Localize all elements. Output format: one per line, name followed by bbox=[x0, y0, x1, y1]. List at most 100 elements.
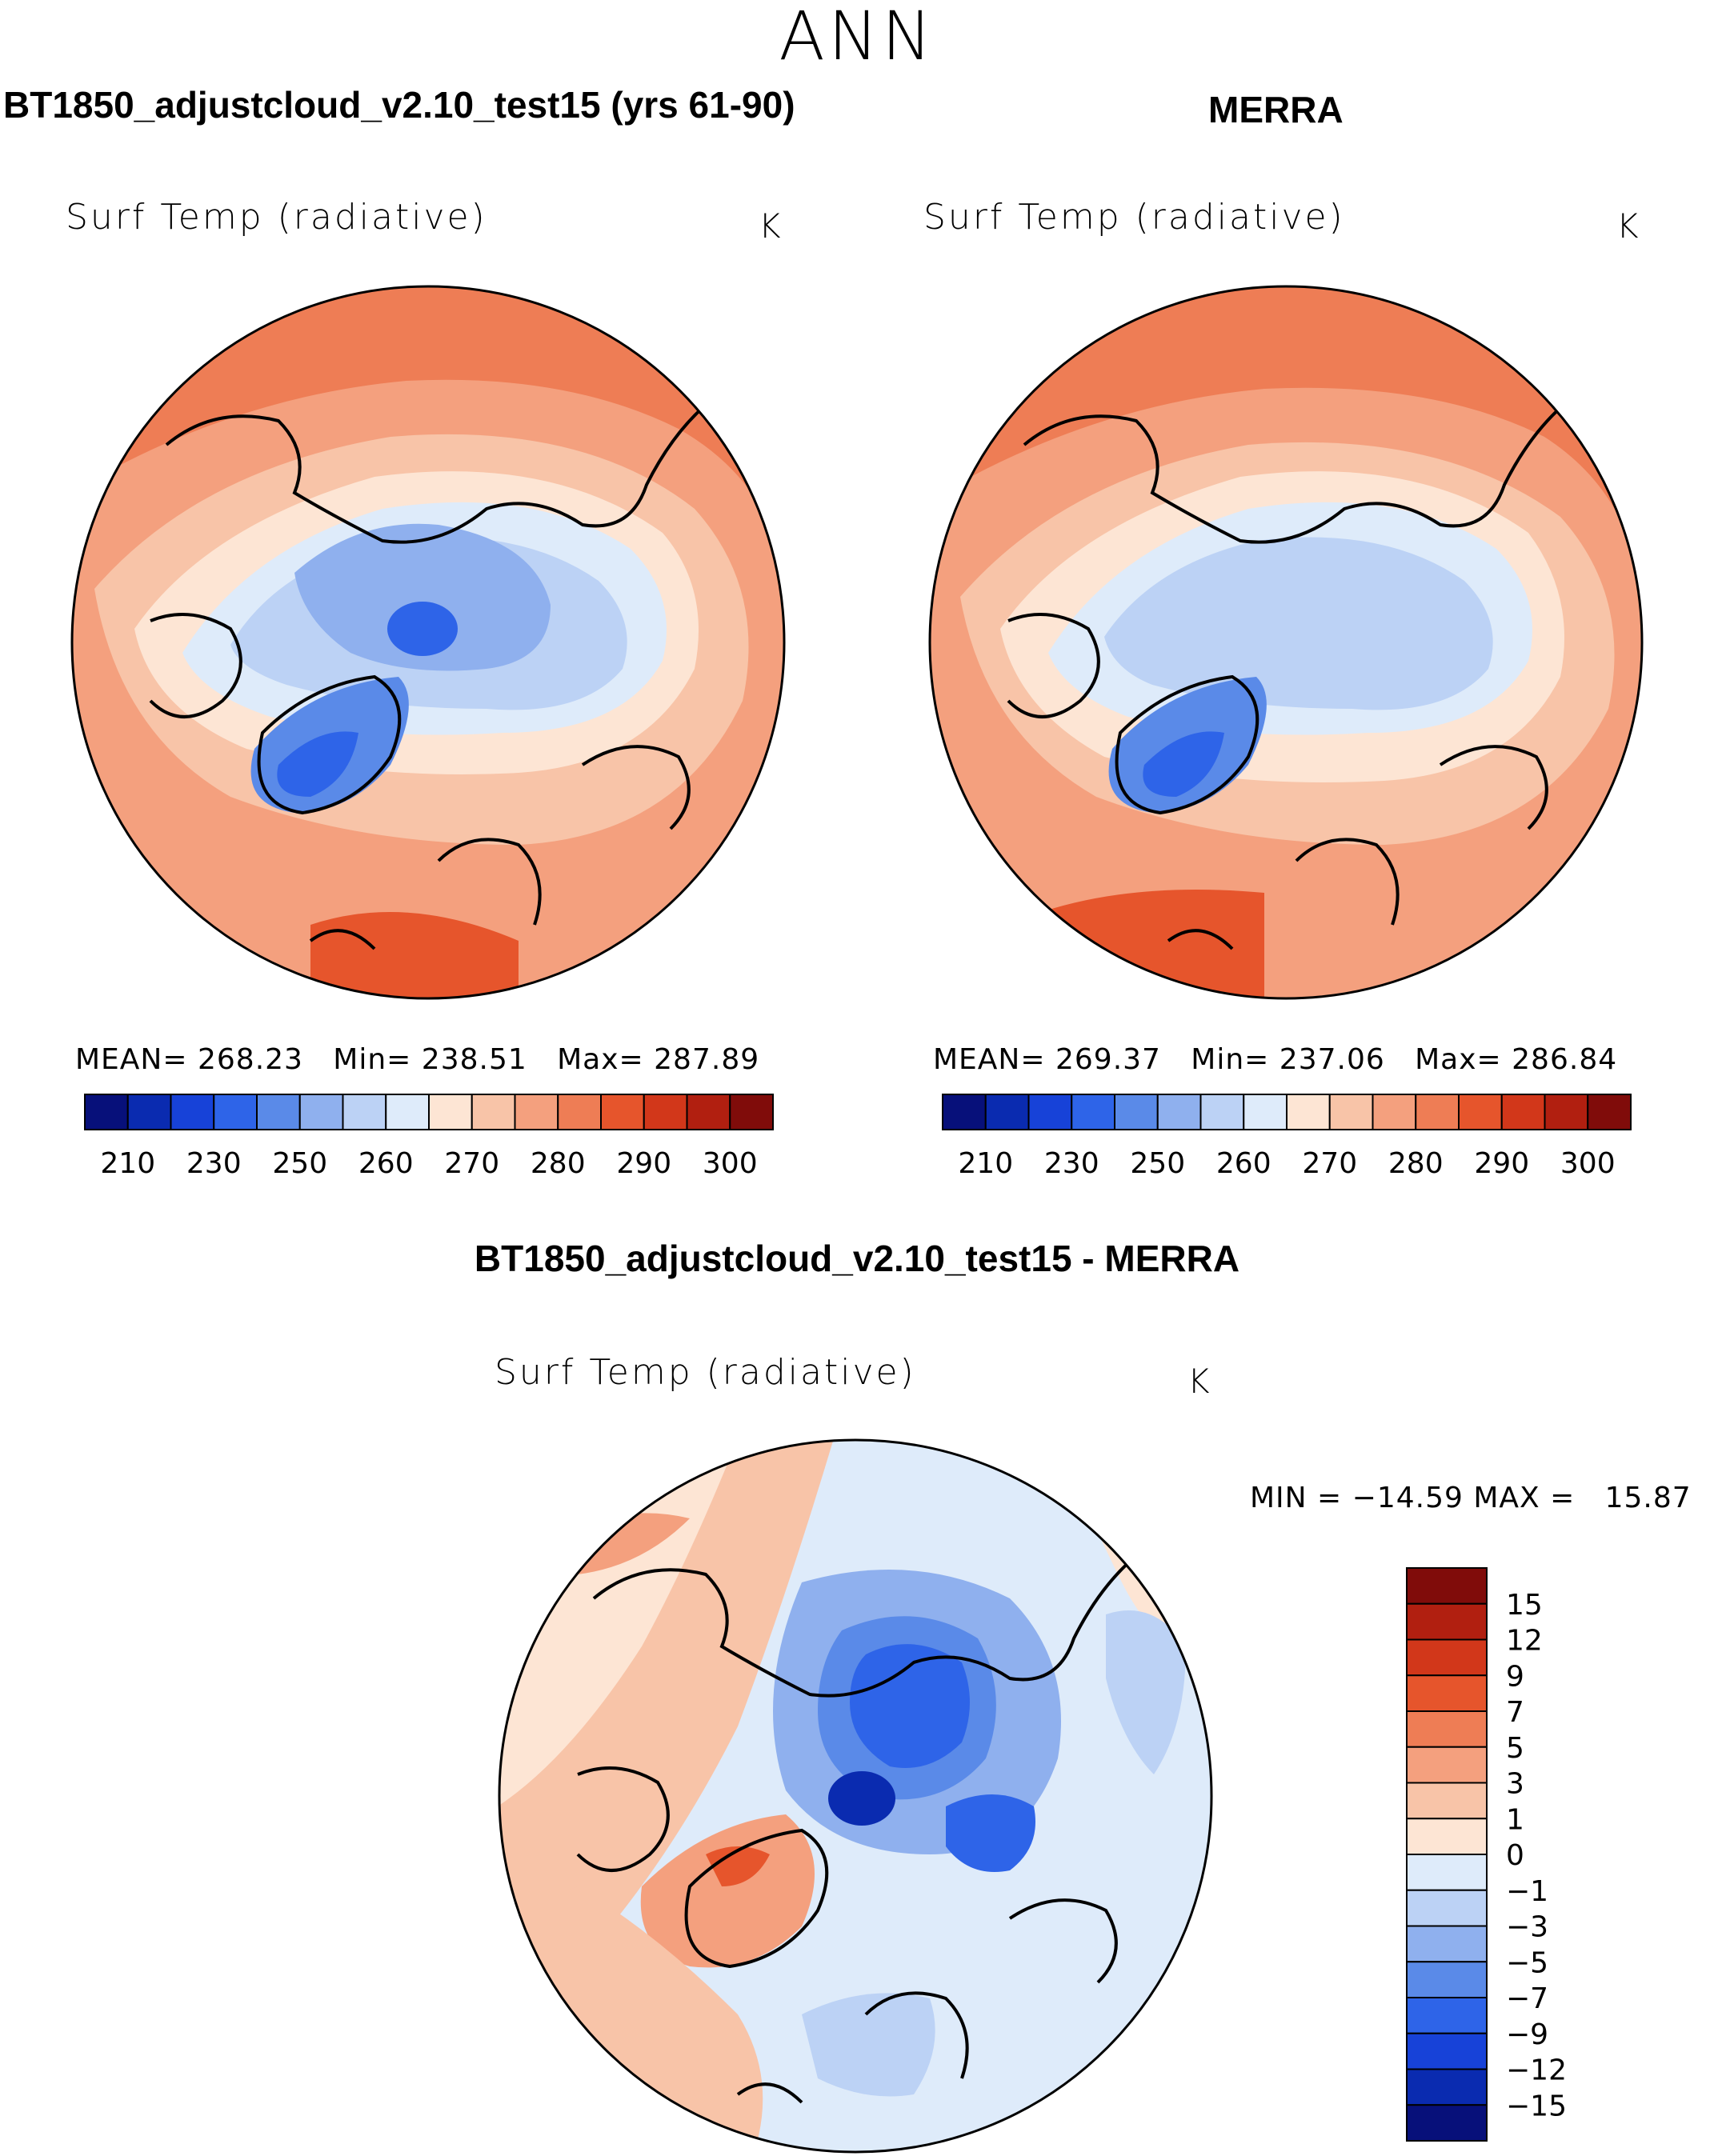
variable-title-obs: Surf Temp (radiative) bbox=[923, 197, 1345, 238]
coastlines-model bbox=[149, 387, 728, 950]
colorbar-swatch bbox=[1156, 1094, 1202, 1130]
colorbar-swatch bbox=[126, 1094, 172, 1130]
colorbar-swatch bbox=[1406, 1961, 1488, 1998]
map-boundary-obs bbox=[928, 285, 1644, 1000]
colorbar-swatch bbox=[1114, 1094, 1159, 1130]
unit-label-model: K bbox=[759, 206, 781, 246]
stat-max-label: Max= bbox=[557, 1043, 644, 1076]
colorbar-swatch bbox=[84, 1094, 129, 1130]
colorbar-tick-label: −1 bbox=[1506, 1875, 1548, 1908]
colorbar-tick-label: 280 bbox=[1388, 1147, 1444, 1180]
stat-min-value: 238.51 bbox=[421, 1043, 527, 1076]
colorbar-swatch bbox=[1406, 1710, 1488, 1748]
colorbar-tick-label: −9 bbox=[1506, 2018, 1548, 2051]
colorbar-swatch bbox=[942, 1094, 987, 1130]
colorbar-swatch bbox=[256, 1094, 301, 1130]
colorbar-swatch bbox=[428, 1094, 473, 1130]
colorbar-tick-label: 15 bbox=[1506, 1589, 1543, 1622]
colorbar-swatch bbox=[1406, 2032, 1488, 2070]
colorbar-tick-label: −12 bbox=[1506, 2054, 1567, 2087]
stat-mean-value: 268.23 bbox=[197, 1043, 303, 1076]
map-boundary-model bbox=[70, 285, 786, 1000]
panel-title-model: BT1850_adjustcloud_v2.10_test15 (yrs 61-… bbox=[3, 84, 795, 126]
map-boundary-diff bbox=[498, 1438, 1213, 2154]
colorbar-tick-label: 280 bbox=[531, 1147, 586, 1180]
colorbar-tick-label: 230 bbox=[1044, 1147, 1099, 1180]
colorbar-tick-label: −5 bbox=[1506, 1946, 1548, 1979]
colorbar-swatch bbox=[1406, 1854, 1488, 1891]
colorbar-tick-label: 3 bbox=[1506, 1768, 1524, 1801]
diff-range-text: MIN = −14.59 MAX = 15.87 bbox=[1250, 1482, 1692, 1514]
coastlines-obs bbox=[1007, 387, 1586, 950]
stat-mean-label: MEAN= bbox=[933, 1043, 1046, 1076]
stat-max-label: Max= bbox=[1415, 1043, 1502, 1076]
colorbar-swatch bbox=[1286, 1094, 1331, 1130]
colorbar-swatch bbox=[1406, 1602, 1488, 1641]
temperature-field-obs bbox=[930, 286, 1642, 998]
colorbar-swatch bbox=[1406, 1638, 1488, 1677]
colorbar-tick-label: 260 bbox=[358, 1147, 414, 1180]
colorbar-tick-label: 250 bbox=[272, 1147, 327, 1180]
colorbar-tick-label: −15 bbox=[1506, 2090, 1567, 2122]
colorbar-swatch bbox=[1243, 1094, 1288, 1130]
polar-map-diff bbox=[498, 1438, 1213, 2154]
colorbar-swatch bbox=[514, 1094, 559, 1130]
variable-title-diff: Surf Temp (radiative) bbox=[495, 1352, 916, 1393]
colorbar-swatch bbox=[557, 1094, 602, 1130]
stat-min-label: Min= bbox=[1191, 1043, 1270, 1076]
colorbar-swatch bbox=[729, 1094, 774, 1130]
stat-min-label: Min= bbox=[333, 1043, 412, 1076]
colorbar-swatch bbox=[1071, 1094, 1115, 1130]
colorbar-swatch bbox=[1027, 1094, 1073, 1130]
colorbar-obs: 210 230 250 260 270 280 290 300 bbox=[942, 1094, 1632, 1180]
colorbar-tick-label: 5 bbox=[1506, 1732, 1524, 1765]
colorbar-tick-label: 7 bbox=[1506, 1696, 1524, 1729]
stats-line-model: MEAN= 268.23 Min= 238.51 Max= 287.89 bbox=[75, 1043, 759, 1076]
colorbar-swatch bbox=[1587, 1094, 1632, 1130]
colorbar-tick-label: −7 bbox=[1506, 1982, 1548, 2015]
temperature-field-model bbox=[72, 286, 784, 998]
colorbar-swatch bbox=[1328, 1094, 1374, 1130]
colorbar-tick-label: 260 bbox=[1216, 1147, 1271, 1180]
colorbar-swatch bbox=[213, 1094, 258, 1130]
colorbar-swatch bbox=[1500, 1094, 1546, 1130]
colorbar-swatch bbox=[1458, 1094, 1503, 1130]
unit-label-obs: K bbox=[1616, 206, 1639, 246]
polar-map-obs bbox=[928, 285, 1644, 1000]
colorbar-swatch bbox=[1406, 1567, 1488, 1605]
colorbar-tick-label: 9 bbox=[1506, 1660, 1524, 1693]
stat-max-value: 286.84 bbox=[1512, 1043, 1618, 1076]
colorbar-swatch bbox=[298, 1094, 344, 1130]
colorbar-tick-label: 1 bbox=[1506, 1803, 1524, 1836]
colorbar-swatch bbox=[1406, 2068, 1488, 2106]
colorbar-swatch bbox=[1406, 1925, 1488, 1963]
colorbar-swatch bbox=[1406, 2104, 1488, 2142]
colorbar-swatch bbox=[686, 1094, 731, 1130]
difference-field bbox=[499, 1440, 1211, 2152]
colorbar-swatch bbox=[1406, 1818, 1488, 1855]
polar-map-model bbox=[70, 285, 786, 1000]
colorbar-tick-label: 210 bbox=[100, 1147, 155, 1180]
panel-title-obs: MERRA bbox=[1208, 89, 1344, 130]
colorbar-tick-label: 0 bbox=[1506, 1839, 1524, 1872]
colorbar-swatch bbox=[984, 1094, 1030, 1130]
colorbar-swatch bbox=[1406, 1782, 1488, 1820]
colorbar-swatch bbox=[1406, 1746, 1488, 1784]
colorbar-model: 210 230 250 260 270 280 290 300 bbox=[84, 1094, 774, 1180]
stat-max-value: 287.89 bbox=[654, 1043, 760, 1076]
colorbar-tick-label: 210 bbox=[958, 1147, 1013, 1180]
colorbar-swatch bbox=[600, 1094, 645, 1130]
colorbar-swatch bbox=[1372, 1094, 1417, 1130]
stat-mean-value: 269.37 bbox=[1055, 1043, 1161, 1076]
colorbar-swatch bbox=[170, 1094, 215, 1130]
colorbar-swatch bbox=[1544, 1094, 1589, 1130]
colorbar-swatch bbox=[1415, 1094, 1460, 1130]
colorbar-tick-label: 300 bbox=[703, 1147, 758, 1180]
colorbar-tick-label: 230 bbox=[186, 1147, 242, 1180]
colorbar-swatch bbox=[1406, 1889, 1488, 1927]
stat-min-value: 237.06 bbox=[1279, 1043, 1385, 1076]
diff-panel-title: BT1850_adjustcloud_v2.10_test15 - MERRA bbox=[474, 1238, 1240, 1279]
colorbar-tick-label: −3 bbox=[1506, 1911, 1548, 1944]
stat-mean-label: MEAN= bbox=[75, 1043, 188, 1076]
